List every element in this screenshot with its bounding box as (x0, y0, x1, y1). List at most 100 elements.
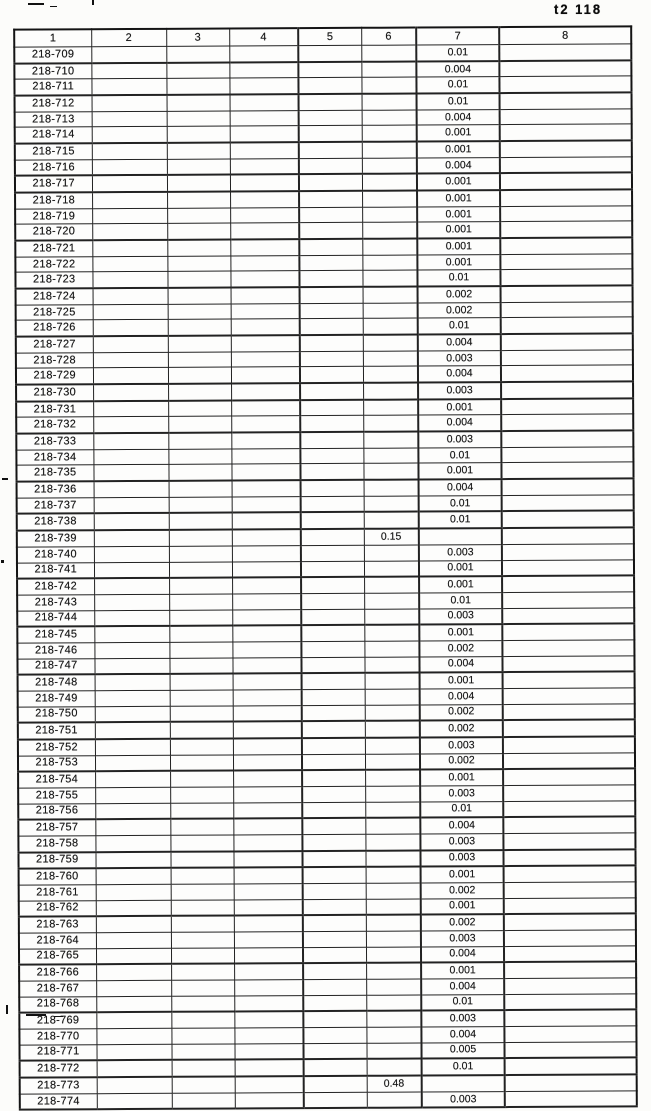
cell-col2 (93, 432, 169, 450)
column-header: 2 (91, 28, 167, 47)
cell-col4 (234, 979, 304, 996)
cell-col6 (364, 640, 420, 657)
cell-col2 (93, 480, 169, 498)
cell-col5 (299, 351, 363, 368)
cell-col8 (499, 140, 632, 158)
cell-sample-id: 218-712 (14, 95, 92, 112)
cell-col8 (504, 1041, 637, 1059)
cell-sample-id: 218-717 (14, 175, 93, 193)
cell-col2 (94, 642, 170, 659)
cell-col4 (234, 1059, 304, 1077)
cell-col8 (504, 1057, 637, 1076)
cell-col4 (234, 1076, 304, 1093)
cell-col6 (366, 1042, 422, 1060)
cell-col2 (91, 94, 167, 112)
scan-artifact (26, 1014, 46, 1016)
cell-col4 (234, 1043, 304, 1060)
cell-col7: 0.001 (417, 238, 501, 255)
cell-col5 (301, 576, 365, 594)
cell-col6 (366, 1010, 422, 1028)
cell-col7: 0.004 (416, 60, 500, 78)
cell-col3 (170, 883, 234, 900)
cell-col8 (500, 285, 633, 303)
scan-artifact (92, 0, 94, 5)
cell-col8 (499, 108, 632, 125)
cell-col6 (363, 495, 419, 513)
cell-col7: 0.001 (416, 124, 500, 142)
cell-col3 (168, 561, 233, 578)
cell-col6 (362, 270, 418, 287)
cell-sample-id: 218-758 (18, 835, 96, 853)
cell-sample-id: 218-727 (15, 336, 93, 353)
cell-col6 (366, 1091, 422, 1109)
cell-col7: 0.004 (421, 978, 505, 995)
cell-col8 (502, 719, 635, 737)
cell-col2 (96, 1092, 172, 1110)
column-header: 5 (298, 27, 362, 46)
cell-col3 (170, 899, 234, 917)
cell-col6: 0.15 (363, 528, 419, 546)
cell-col7: 0.002 (417, 286, 501, 303)
cell-col3 (170, 770, 234, 788)
cell-col7: 0.004 (417, 366, 502, 383)
cell-col5 (300, 382, 364, 400)
cell-col7: 0.001 (416, 173, 501, 191)
cell-col2 (92, 191, 168, 209)
cell-col7: 0.001 (420, 866, 504, 883)
cell-col4 (232, 721, 302, 739)
cell-sample-id: 218-744 (17, 610, 95, 627)
cell-col7: 0.004 (418, 479, 502, 496)
cell-col2 (91, 126, 167, 144)
cell-col3 (168, 545, 232, 562)
column-header: 6 (361, 27, 417, 46)
cell-sample-id: 218-734 (16, 449, 94, 466)
cell-col6 (366, 1058, 422, 1076)
cell-col5 (298, 45, 362, 62)
cell-col4 (231, 529, 301, 546)
cell-col4 (230, 287, 300, 304)
cell-col5 (299, 207, 363, 224)
cell-col2 (92, 304, 168, 321)
cell-sample-id: 218-723 (15, 272, 93, 289)
cell-col2 (95, 884, 171, 901)
cell-sample-id: 218-754 (18, 771, 96, 789)
cell-col6 (362, 318, 418, 335)
cell-col2 (94, 609, 170, 627)
cell-col7: 0.001 (419, 576, 503, 593)
cell-col2 (96, 980, 172, 997)
cell-col3 (166, 126, 230, 143)
cell-col5 (302, 818, 366, 835)
cell-col2 (92, 319, 168, 337)
cell-col7: 0.003 (419, 608, 503, 625)
cell-col5 (303, 1091, 367, 1109)
cell-col6 (363, 560, 420, 577)
cell-col7: 0.004 (418, 415, 502, 432)
cell-col2 (95, 851, 171, 869)
cell-col3 (168, 496, 232, 514)
cell-col2 (92, 367, 169, 385)
cell-col8 (499, 60, 632, 77)
cell-col7: 0.003 (417, 350, 501, 367)
cell-col5 (299, 366, 364, 384)
cell-col4 (234, 1011, 304, 1028)
cell-col6 (364, 704, 420, 722)
cell-col6 (361, 77, 417, 94)
cell-col2 (91, 159, 167, 176)
cell-col2 (92, 256, 168, 273)
cell-col6 (364, 720, 420, 738)
cell-col2 (95, 771, 171, 788)
cell-col6 (365, 930, 421, 947)
cell-col6 (363, 415, 419, 432)
cell-col3 (169, 705, 233, 723)
cell-sample-id: 218-763 (18, 916, 96, 934)
cell-col6 (365, 769, 421, 787)
cell-col4 (233, 770, 303, 787)
cell-col4 (230, 271, 300, 288)
cell-col8 (503, 800, 636, 818)
cell-sample-id: 218-718 (15, 192, 93, 209)
scan-artifact (54, 1016, 63, 1017)
cell-sample-id: 218-749 (17, 690, 95, 707)
table-body: 218-709 0.01 218-710 0.004 218-711 0.01 … (14, 43, 637, 1110)
cell-sample-id: 218-743 (17, 594, 95, 611)
cell-col5 (301, 689, 365, 706)
